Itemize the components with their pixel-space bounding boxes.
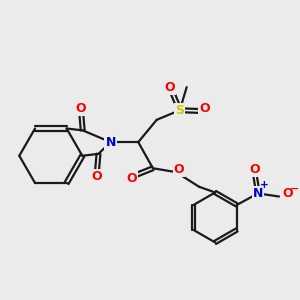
Text: O: O — [199, 102, 210, 115]
Text: O: O — [164, 81, 175, 94]
Text: +: + — [260, 180, 268, 190]
Text: N: N — [253, 187, 263, 200]
Text: O: O — [282, 187, 293, 200]
Text: S: S — [175, 104, 184, 117]
Text: O: O — [250, 163, 260, 176]
Text: O: O — [126, 172, 137, 185]
Text: O: O — [91, 169, 102, 183]
Text: O: O — [76, 102, 86, 115]
Text: N: N — [105, 136, 116, 148]
Text: O: O — [174, 163, 184, 176]
Text: −: − — [290, 184, 299, 194]
